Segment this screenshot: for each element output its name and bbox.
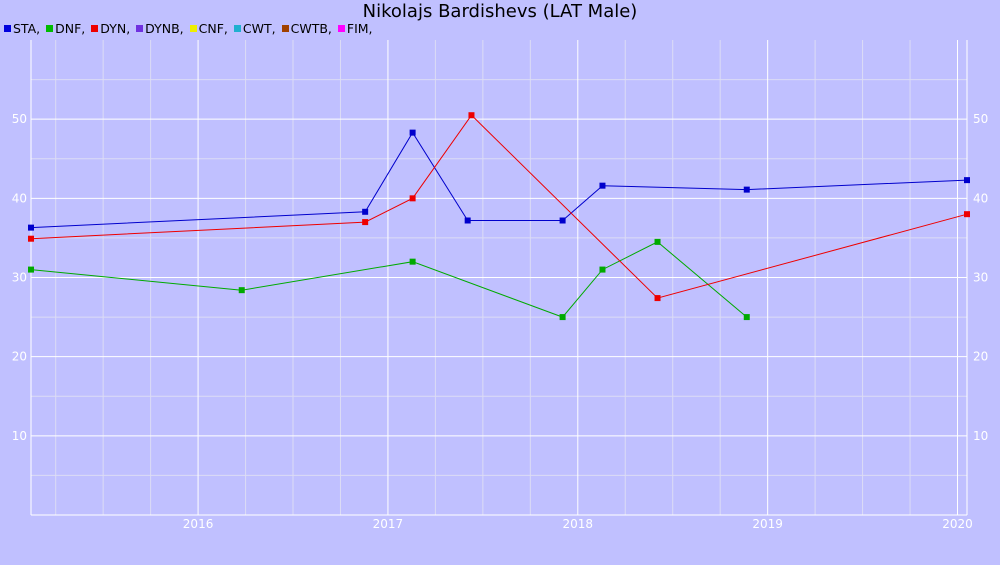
dyn-data-point (964, 211, 970, 218)
sta-series-line (30, 131, 968, 229)
legend-item: CWTB, (281, 20, 332, 36)
x-tick-label: 2018 (563, 517, 594, 531)
sta-data-point (28, 224, 34, 231)
dnf-series-line (30, 241, 748, 318)
dnf-data-point (743, 314, 750, 321)
y-tick-label-left: 40 (12, 191, 27, 205)
dnf-data-point (238, 287, 245, 294)
legend-label: STA, (13, 20, 41, 36)
axes (30, 40, 968, 516)
x-tick-label: 2020 (942, 517, 973, 531)
legend-swatch (233, 24, 241, 32)
y-tick-label-left: 50 (12, 112, 27, 126)
legend: STA, DNF, DYN, DYNB, CNF, CWT, CWTB, FIM, (4, 20, 379, 36)
sta-data-point (464, 217, 471, 224)
y-tick-label-right: 40 (973, 191, 988, 205)
legend-label: CWT, (242, 20, 276, 36)
series-points (28, 112, 970, 321)
major-gridlines (31, 40, 967, 515)
y-tick-label-left: 10 (12, 429, 27, 443)
series-lines (30, 114, 968, 318)
dyn-data-point (654, 295, 661, 302)
legend-item: FIM, (337, 20, 373, 36)
dnf-data-point (28, 266, 34, 273)
legend-swatch (337, 24, 345, 32)
dnf-data-point (599, 266, 606, 273)
legend-swatch (136, 24, 144, 32)
y-tick-label-left: 30 (12, 271, 27, 285)
legend-label: CNF, (198, 20, 228, 36)
dyn-series-line (30, 114, 968, 299)
sta-data-point (559, 217, 566, 224)
legend-item: DYNB, (136, 20, 184, 36)
legend-label: CWTB, (290, 20, 332, 36)
legend-label: DYN, (100, 20, 131, 36)
legend-item: CWT, (233, 20, 276, 36)
legend-item: DYN, (91, 21, 130, 36)
legend-item: STA, (4, 21, 40, 36)
sta-data-point (964, 177, 970, 184)
legend-swatch (4, 24, 11, 32)
legend-item: CNF, (189, 20, 228, 36)
sta-data-point (743, 186, 750, 193)
legend-item: DNF, (46, 21, 85, 36)
legend-swatch (281, 24, 289, 32)
legend-label: FIM, (346, 20, 373, 36)
y-tick-label-right: 20 (973, 350, 988, 364)
dyn-data-point (28, 235, 34, 242)
y-tick-label-left: 20 (12, 350, 27, 364)
legend-swatch (189, 24, 197, 32)
legend-label: DYNB, (145, 20, 184, 36)
dnf-data-point (654, 238, 661, 245)
legend-swatch (46, 24, 54, 32)
legend-swatch (91, 24, 99, 32)
y-tick-label-right: 10 (973, 429, 988, 443)
dnf-data-point (559, 314, 566, 321)
sta-data-point (409, 129, 416, 136)
x-tick-label: 2016 (183, 517, 214, 531)
dyn-data-point (362, 219, 369, 226)
dyn-data-point (409, 195, 416, 202)
legend-label: DNF, (55, 20, 86, 36)
sta-data-point (599, 182, 606, 189)
sta-data-point (362, 208, 369, 215)
y-tick-label-right: 30 (973, 271, 988, 285)
x-tick-label: 2019 (752, 517, 783, 531)
chart-title: Nikolajs Bardishevs (LAT Male) (362, 1, 638, 22)
y-tick-label-right: 50 (973, 112, 988, 126)
dnf-data-point (409, 258, 416, 265)
x-tick-label: 2017 (373, 517, 404, 531)
dyn-data-point (468, 112, 475, 119)
